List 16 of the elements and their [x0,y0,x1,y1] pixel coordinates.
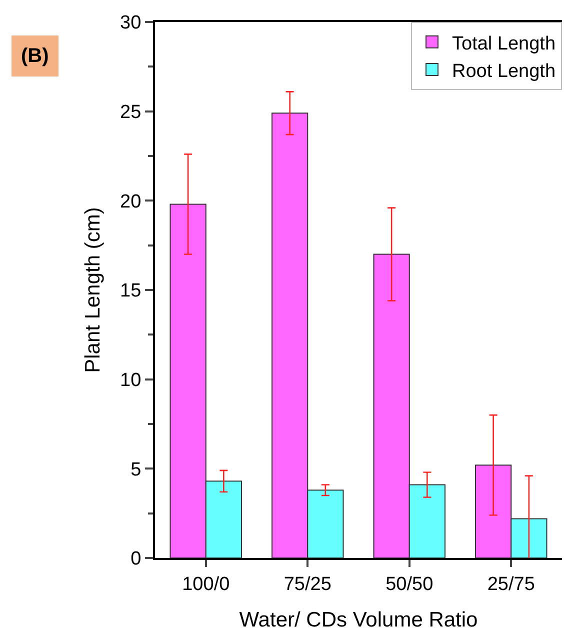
x-tick-label: 25/75 [487,574,535,595]
x-tick-label: 100/0 [182,574,230,595]
text: (B) [21,45,49,67]
y-tick-label: 25 [120,102,142,123]
legend-label: Root Length [452,60,556,82]
x-tick-label: 75/25 [284,574,332,595]
x-tick-label: 50/50 [386,574,434,595]
legend-label: Total Length [452,33,556,54]
y-tick-label: 20 [120,191,142,212]
y-tick-label: 5 [130,459,142,480]
y-tick-label: 30 [120,12,142,34]
y-tick-label: 0 [130,548,142,570]
y-axis-title: Plant Length (cm) [82,207,105,373]
y-tick-label: 10 [120,370,142,391]
y-tick-label: 15 [120,280,142,302]
x-axis-title: Water/ CDs Volume Ratio [239,608,478,632]
